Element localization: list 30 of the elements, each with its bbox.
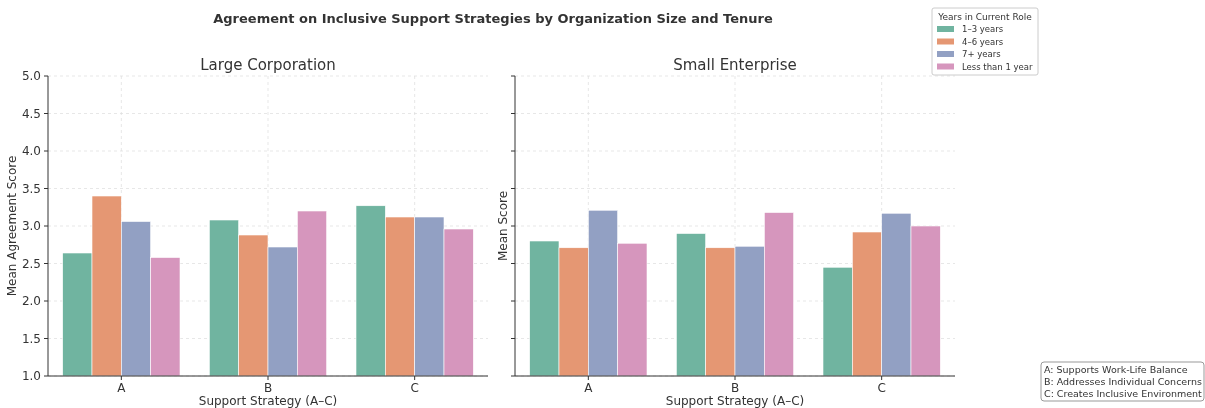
- y-tick-label: 4.5: [21, 106, 41, 121]
- y-tick-label: 1.5: [21, 331, 41, 346]
- legend-label: Less than 1 year: [962, 61, 1033, 72]
- text: C: Creates Inclusive Environment: [1044, 388, 1203, 399]
- y-tick-label: 2.0: [21, 294, 41, 309]
- chart-subtitle: Large Corporation: [200, 56, 336, 74]
- x-tick-label: A: [117, 381, 127, 395]
- x-axis-title: Support Strategy (A–C): [665, 394, 805, 408]
- x-tick-label: B: [730, 381, 740, 395]
- chart-title: Agreement on Inclusive Support Strategies by Organization Size and Tenure: [213, 11, 773, 26]
- y-axis-title: Mean Score: [496, 190, 510, 262]
- legend-label: 4–6 years: [962, 36, 1004, 47]
- y-tick-label: 3.0: [21, 219, 41, 234]
- x-tick-label: B: [263, 381, 273, 395]
- x-tick-label: A: [584, 381, 594, 395]
- y-tick-label: 2.5: [21, 256, 41, 271]
- text: A: Supports Work-Life Balance: [1044, 364, 1188, 375]
- x-axis-title: Support Strategy (A–C): [198, 394, 338, 408]
- legend-label: 7+ years: [962, 49, 1002, 59]
- y-axis-title: Mean Agreement Score: [5, 155, 19, 297]
- x-tick-label: C: [410, 381, 419, 395]
- y-tick-label: 1.0: [21, 369, 41, 384]
- chart-subtitle: Small Enterprise: [673, 56, 797, 74]
- legend-title: Years in Current Role: [937, 12, 1033, 22]
- text: B: Addresses Individual Concerns: [1044, 376, 1202, 387]
- legend-label: 1–3 years: [962, 24, 1004, 34]
- y-tick-label: 4.0: [21, 144, 41, 159]
- y-tick-label: 3.5: [21, 181, 41, 196]
- x-tick-label: C: [877, 381, 886, 395]
- y-tick-label: 5.0: [21, 69, 41, 84]
